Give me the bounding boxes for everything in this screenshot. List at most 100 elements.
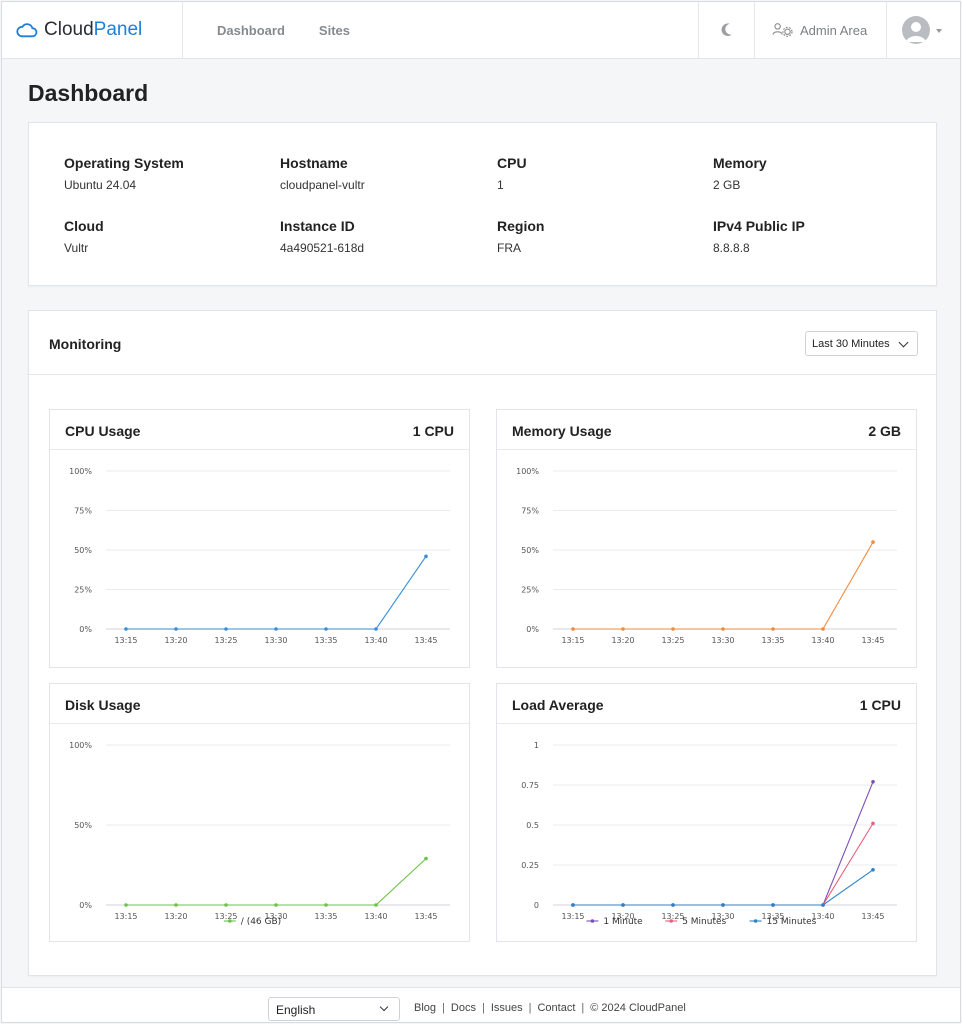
info-value: Ubuntu 24.04	[64, 178, 137, 192]
nav-sites[interactable]: Sites	[318, 23, 350, 38]
data-point	[771, 627, 775, 631]
data-point	[871, 780, 875, 784]
monitoring-title: Monitoring	[49, 336, 122, 352]
x-tick-label: 13:30	[711, 912, 734, 921]
series-line	[573, 781, 874, 906]
data-point	[721, 627, 725, 631]
y-tick-label: 100%	[516, 467, 539, 476]
time-range-select[interactable]: Last 30 Minutes	[805, 331, 918, 356]
x-tick-label: 13:15	[114, 636, 137, 645]
load-average-chart: Load Average 1 CPU 1 0.75 0.5 0.25 0 13:15 13:…	[496, 683, 917, 942]
separator: |	[481, 1002, 485, 1014]
info-label: IPv4 Public IP	[713, 218, 805, 234]
x-tick-label: 13:35	[761, 912, 784, 921]
data-point	[274, 903, 278, 907]
legend-label[interactable]: / (46 GB)	[241, 917, 281, 927]
series-line	[573, 541, 874, 630]
data-point	[821, 627, 825, 631]
top-header: CloudPanel Dashboard Sites Admin Area	[2, 2, 960, 59]
x-tick-label: 13:25	[661, 636, 684, 645]
copyright: © 2024 CloudPanel	[590, 1002, 686, 1014]
users-gear-icon	[772, 23, 793, 37]
legend-marker	[590, 919, 595, 923]
data-point	[671, 903, 675, 907]
legend-label[interactable]: 1 Minute	[603, 917, 643, 927]
data-point	[671, 627, 675, 631]
logo[interactable]: CloudPanel	[16, 19, 142, 41]
legend-label[interactable]: 15 Minutes	[767, 917, 817, 927]
data-point	[571, 627, 575, 631]
data-point	[274, 627, 278, 631]
footer-link-issues[interactable]: Issues	[490, 1002, 523, 1014]
chart-meta: 2 GB	[868, 423, 901, 439]
data-point	[174, 903, 178, 907]
x-tick-label: 13:45	[861, 912, 884, 921]
info-value: FRA	[497, 241, 521, 255]
y-tick-label: 75%	[521, 507, 539, 516]
x-tick-label: 13:45	[861, 636, 884, 645]
info-value: Vultr	[64, 241, 89, 255]
admin-area-link[interactable]: Admin Area	[772, 21, 867, 39]
language-select[interactable]: English	[268, 997, 400, 1021]
data-point	[571, 903, 575, 907]
cloud-icon	[16, 23, 38, 38]
x-tick-label: 13:25	[214, 912, 237, 921]
chevron-down-icon[interactable]	[936, 29, 942, 33]
data-point	[771, 903, 775, 907]
info-value: cloudpanel-vultr	[280, 178, 365, 192]
data-point	[871, 540, 875, 544]
info-label: Hostname	[280, 155, 348, 171]
y-tick-label: 0%	[526, 625, 539, 634]
nav-dashboard[interactable]: Dashboard	[217, 23, 285, 38]
x-tick-label: 13:15	[561, 636, 584, 645]
separator: |	[442, 1002, 445, 1014]
info-item: IPv4 Public IP 8.8.8.8	[713, 218, 805, 255]
data-point	[424, 554, 428, 559]
logo-text-panel: Panel	[93, 19, 143, 40]
info-item: Operating System Ubuntu 24.04	[64, 155, 184, 192]
y-tick-label: 0.5	[526, 821, 539, 830]
time-range-value: Last 30 Minutes	[812, 338, 890, 350]
server-info-card: Operating System Ubuntu 24.04 Hostname c…	[28, 122, 937, 286]
page-title: Dashboard	[28, 80, 149, 106]
y-tick-label: 0%	[79, 901, 92, 910]
data-point	[224, 903, 228, 907]
x-tick-label: 13:15	[114, 912, 137, 921]
avatar-icon[interactable]	[902, 16, 930, 44]
data-point	[871, 821, 875, 826]
footer-link-docs[interactable]: Docs	[450, 1002, 476, 1014]
chart-header: Memory Usage 2 GB	[497, 410, 916, 450]
footer: English Blog | Docs | Issues | Contact | © 2…	[2, 987, 960, 1022]
data-point	[374, 903, 378, 907]
disk-usage-chart: Disk Usage 100% 50% 0% 13:15 13:20 13:25 13:30…	[49, 683, 470, 942]
chart-title: Memory Usage	[512, 423, 612, 439]
legend-label[interactable]: 5 Minutes	[682, 917, 726, 927]
separator: |	[528, 1002, 532, 1014]
info-label: Memory	[713, 155, 767, 171]
chart-header: Disk Usage	[50, 684, 469, 724]
chart-plot: 100% 75% 50% 25% 0% 13:15 13:20 13:25 13:30 13:35…	[69, 467, 450, 645]
info-value: 4a490521-618d	[280, 241, 365, 255]
cpu-usage-chart: CPU Usage 1 CPU 100% 75% 50% 25% 0% 13:15 13:2…	[49, 409, 470, 668]
data-point	[224, 627, 228, 631]
data-point	[124, 627, 128, 631]
chart-header: CPU Usage 1 CPU	[50, 410, 469, 450]
info-item: Hostname cloudpanel-vultr	[280, 155, 365, 192]
x-tick-label: 13:40	[364, 636, 387, 645]
y-tick-label: 50%	[74, 821, 92, 830]
info-value: 2 GB	[713, 178, 741, 192]
chart-meta: 1 CPU	[859, 697, 901, 713]
footer-link-contact[interactable]: Contact	[537, 1002, 576, 1014]
language-value: English	[276, 1003, 316, 1017]
data-point	[721, 903, 725, 907]
header-divider	[886, 2, 887, 59]
moon-icon[interactable]	[718, 21, 736, 39]
data-point	[621, 903, 625, 907]
chart-title: Disk Usage	[65, 697, 141, 713]
info-item: Instance ID 4a490521-618d	[280, 218, 364, 255]
footer-link-blog[interactable]: Blog	[414, 1002, 437, 1014]
x-tick-label: 13:30	[264, 636, 287, 645]
y-tick-label: 25%	[74, 586, 92, 595]
chart-plot: 100% 50% 0% 13:15 13:20 13:25 13:30 13:35 13:40 1…	[69, 741, 450, 927]
series-line	[126, 556, 427, 630]
